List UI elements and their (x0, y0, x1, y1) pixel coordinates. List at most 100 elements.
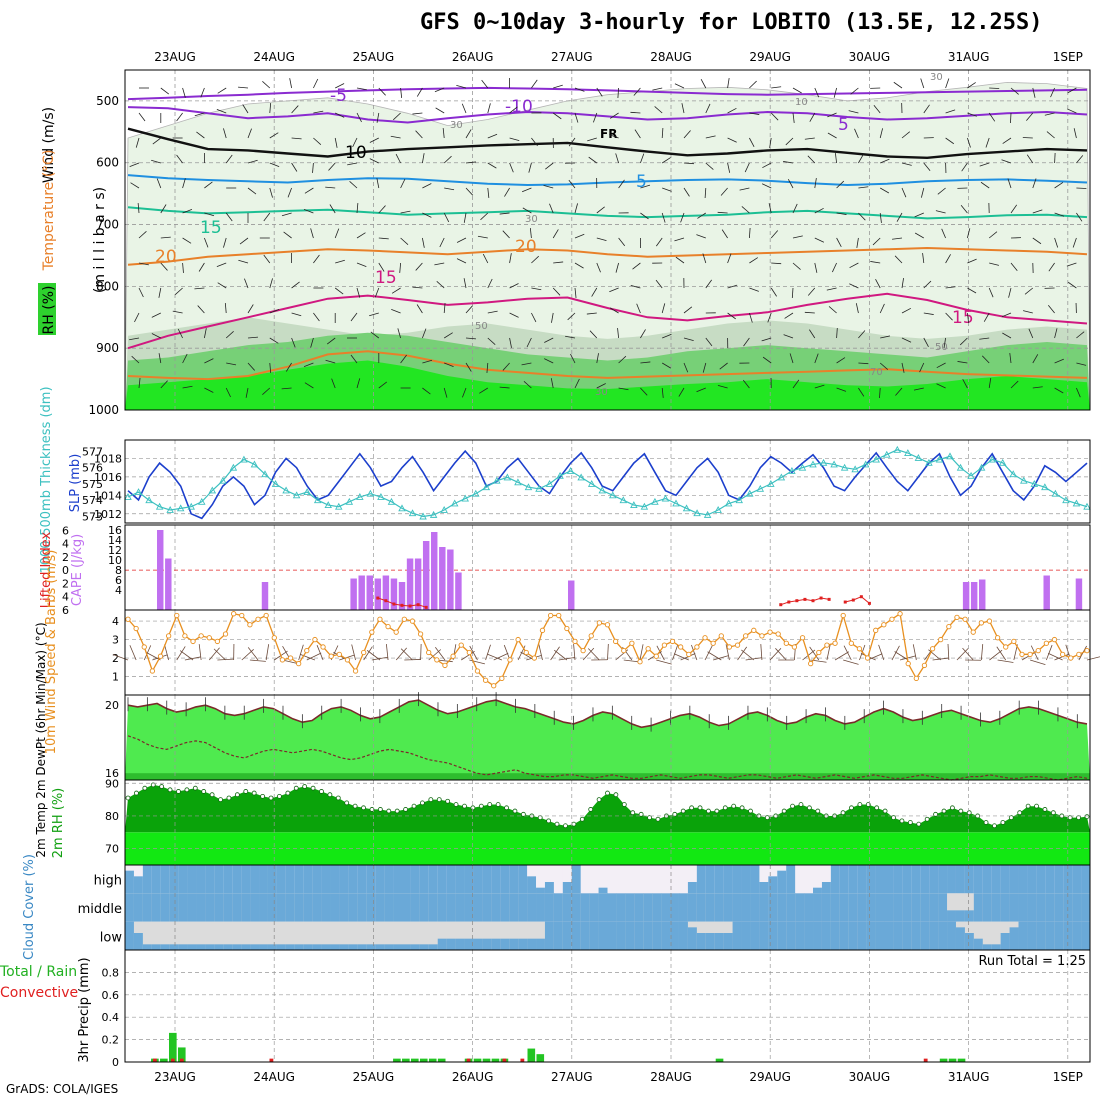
thickness-point (524, 483, 533, 491)
wind-barb (335, 259, 345, 264)
isotherm-line (127, 292, 1088, 350)
wind-barb (913, 387, 924, 391)
cape-tick-label: 6 (115, 574, 122, 587)
cloud-middle-cell (607, 893, 617, 922)
wind-barb (652, 87, 663, 91)
wind-speed-point (369, 629, 375, 635)
wind-barb (901, 162, 912, 166)
isotherm-line (127, 174, 1088, 187)
wind-barb (325, 186, 336, 189)
wind-barb (194, 287, 205, 290)
wind-barb (325, 359, 336, 364)
dew-band (125, 773, 1090, 780)
cloud-high-cell (357, 865, 367, 894)
wind-barb (313, 312, 320, 322)
rh2m-point (1076, 815, 1081, 820)
thickness-point (303, 488, 311, 496)
wind-barb (858, 186, 869, 189)
wind-speed-point (417, 631, 424, 637)
cloud-middle-cell (223, 893, 233, 922)
wind-barb (901, 337, 912, 343)
wind-barb (850, 87, 859, 95)
cape-bar (568, 580, 575, 610)
cloud-high-cell (366, 865, 376, 894)
wind-barb (551, 312, 554, 323)
wind-barb (134, 312, 140, 323)
temp-tick-label: 16 (105, 767, 119, 780)
cloud-low-cell (741, 921, 751, 950)
cloud-low-cell (580, 921, 591, 950)
wind-barb (247, 647, 259, 661)
cape-bar (374, 578, 382, 610)
wind-barb (502, 362, 510, 371)
wind-speed-point (669, 638, 676, 645)
wind-speed-point (271, 635, 277, 641)
cloud-middle-cell (687, 893, 698, 922)
cloud-middle-cell (1018, 893, 1028, 922)
wind-speed-point (442, 662, 448, 669)
wind-barb (138, 378, 141, 389)
wind-speed-point (466, 649, 472, 656)
cloud-high-cell (544, 882, 555, 894)
wind-barb (216, 109, 227, 114)
temp-area (125, 700, 1090, 780)
wind-barb (310, 228, 314, 239)
wind-barb (683, 130, 691, 139)
wind-speed-point (596, 620, 603, 626)
wind-speed-point (393, 629, 399, 635)
cloud-middle-cell (795, 893, 805, 922)
thickness-point (893, 445, 902, 453)
wind-barb (1045, 644, 1053, 661)
cloud-low-cell (473, 938, 483, 950)
wind-barb (1032, 87, 1036, 98)
cloud-low-cell (848, 921, 859, 950)
li-tick-label: 4 (62, 591, 69, 604)
wind-speed-point (458, 642, 464, 648)
cloud-middle-cell (187, 893, 197, 922)
thickness-point (545, 480, 554, 487)
rh2m-point (579, 816, 585, 822)
wind-barb (705, 279, 713, 289)
wind-barb (761, 183, 772, 189)
cloud-middle-cell (259, 893, 269, 922)
cloud-high-cell (857, 865, 868, 894)
wind-barb (789, 353, 794, 364)
wind-barb (792, 262, 801, 270)
cloud-low-cell (178, 944, 189, 950)
rh2m-point (537, 815, 543, 820)
cloud-middle-cell (696, 893, 707, 922)
wind-barb (945, 78, 950, 89)
date-label-top: 28AUG (650, 50, 692, 64)
rh2m-point (546, 818, 552, 824)
wind-barb (828, 306, 837, 314)
wind-barb (727, 162, 731, 173)
wind-barb (957, 361, 968, 364)
wind-speed-point (385, 623, 391, 630)
rh-contour-label: 50 (475, 321, 488, 332)
wind-speed-point (1019, 651, 1025, 657)
wind-barb (156, 178, 162, 189)
wind-barb (717, 385, 728, 389)
wind-tick-label: 2 (112, 652, 119, 665)
cloud-middle-cell (491, 893, 501, 922)
wind-barb (400, 210, 411, 214)
thickness-point (872, 455, 880, 463)
cloud-middle-cell (643, 893, 653, 922)
rh-contour-label: 50 (935, 342, 948, 353)
cloud-low-cell (964, 933, 975, 950)
wind-speed-point (515, 636, 521, 643)
wind-barb (531, 287, 542, 291)
isotherm-label: 15 (952, 308, 974, 328)
page-title: GFS 0~10day 3-hourly for LOBITO (13.5E, … (420, 10, 1043, 35)
wind-barb (655, 279, 663, 289)
cloud-low-cell (375, 944, 385, 950)
wind-barb (350, 354, 358, 364)
thickness-point (609, 491, 617, 499)
rh2m-point (386, 808, 392, 814)
cloud-high-cell (393, 865, 403, 894)
wind-barb (727, 78, 730, 89)
cloud-clear-cell (294, 921, 305, 950)
precip-total-bar (527, 1048, 536, 1062)
wind-barb (352, 137, 358, 148)
